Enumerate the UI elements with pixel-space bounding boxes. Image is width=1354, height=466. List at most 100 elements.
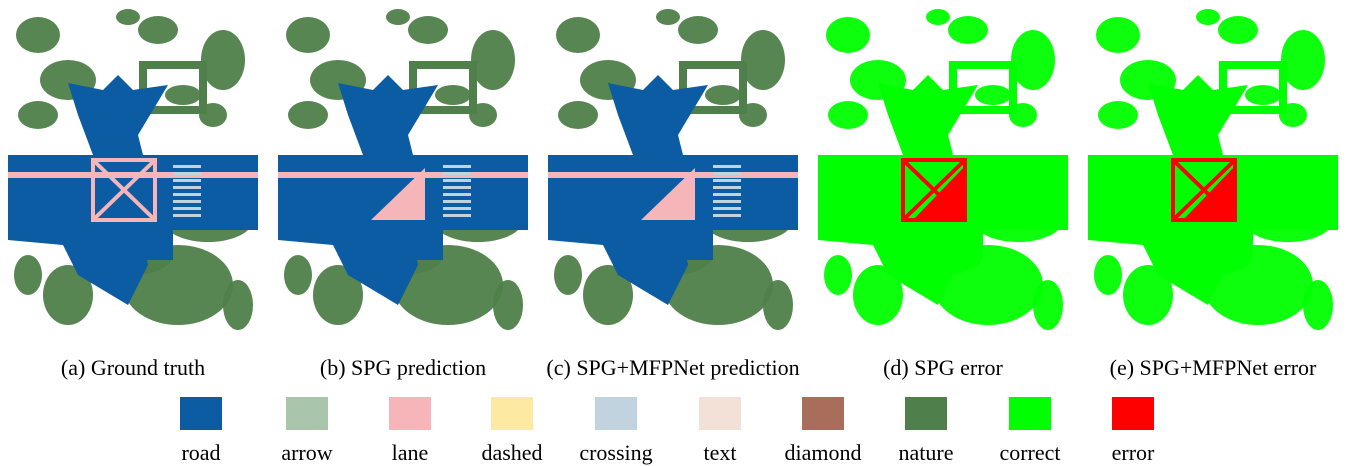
legend-swatch bbox=[905, 397, 947, 430]
crossing-stripe bbox=[443, 186, 471, 189]
crossing-stripe bbox=[1253, 214, 1281, 217]
lane-line bbox=[548, 172, 798, 178]
crossing-stripe bbox=[173, 165, 201, 168]
legend-label: error bbox=[1112, 440, 1155, 465]
crossing-stripe bbox=[173, 207, 201, 210]
crossing-stripe bbox=[173, 214, 201, 217]
panel-caption: (e) SPG+MFPNet error bbox=[1110, 355, 1317, 380]
crossing-stripe bbox=[173, 172, 201, 175]
panel-caption: (d) SPG error bbox=[883, 355, 1003, 380]
crossing-stripe bbox=[1253, 172, 1281, 175]
panel-image bbox=[1088, 9, 1338, 330]
legend-label: nature bbox=[899, 440, 954, 465]
road-region bbox=[1198, 230, 1253, 260]
legend-swatch bbox=[491, 397, 533, 430]
nature-region bbox=[1303, 280, 1333, 330]
crossing-stripe bbox=[1253, 179, 1281, 182]
nature-region bbox=[1218, 16, 1258, 44]
crossing-stripe bbox=[983, 200, 1011, 203]
nature-region bbox=[1033, 280, 1063, 330]
lane-line bbox=[818, 172, 1068, 178]
panel-caption: (a) Ground truth bbox=[61, 355, 205, 380]
nature-region bbox=[18, 101, 58, 129]
legend-label: text bbox=[704, 440, 737, 465]
crossing-stripe bbox=[443, 207, 471, 210]
road-region bbox=[928, 230, 983, 260]
nature-region bbox=[223, 280, 253, 330]
crossing-stripe bbox=[713, 165, 741, 168]
nature-region bbox=[554, 255, 582, 295]
crossing-stripe bbox=[1253, 193, 1281, 196]
crossing-stripe bbox=[1253, 186, 1281, 189]
nature-region bbox=[975, 85, 1011, 105]
nature-region bbox=[138, 16, 178, 44]
legend-label: crossing bbox=[579, 440, 652, 465]
nature-region bbox=[116, 9, 140, 25]
crossing-stripe bbox=[173, 200, 201, 203]
lane-line bbox=[278, 172, 528, 178]
legend-label: lane bbox=[392, 440, 429, 465]
crossing-stripe bbox=[983, 179, 1011, 182]
crossing-stripe bbox=[1253, 165, 1281, 168]
nature-region bbox=[471, 30, 515, 90]
nature-region bbox=[828, 101, 868, 129]
legend-label: diamond bbox=[785, 440, 862, 465]
nature-region bbox=[1098, 101, 1138, 129]
crossing-stripe bbox=[983, 193, 1011, 196]
figure: (a) Ground truth (b) SPG prediction (c) SP… bbox=[0, 0, 1354, 466]
crossing-stripe bbox=[713, 186, 741, 189]
nature-region bbox=[435, 85, 471, 105]
crossing-stripe bbox=[983, 214, 1011, 217]
legend-swatch bbox=[180, 397, 222, 430]
road-region bbox=[388, 230, 443, 260]
crossing-stripe bbox=[173, 186, 201, 189]
panel-caption: (b) SPG prediction bbox=[320, 355, 486, 380]
crossing-stripe bbox=[1253, 207, 1281, 210]
legend-label: correct bbox=[999, 440, 1060, 465]
legend-swatch bbox=[1009, 397, 1051, 430]
nature-region bbox=[1096, 17, 1140, 53]
nature-region bbox=[284, 255, 312, 295]
legend-swatch bbox=[286, 397, 328, 430]
nature-region bbox=[678, 16, 718, 44]
nature-region bbox=[926, 9, 950, 25]
crossing-stripe bbox=[1253, 200, 1281, 203]
nature-region bbox=[656, 9, 680, 25]
nature-region bbox=[826, 17, 870, 53]
nature-region bbox=[824, 255, 852, 295]
nature-region bbox=[558, 101, 598, 129]
crossing-stripe bbox=[713, 214, 741, 217]
nature-region bbox=[1011, 30, 1055, 90]
nature-region bbox=[1245, 85, 1281, 105]
crossing-stripe bbox=[443, 165, 471, 168]
nature-region bbox=[408, 16, 448, 44]
legend-swatch bbox=[595, 397, 637, 430]
crossing-stripe bbox=[983, 207, 1011, 210]
crossing-stripe bbox=[713, 200, 741, 203]
crossing-stripe bbox=[713, 193, 741, 196]
panel-image bbox=[818, 9, 1068, 330]
nature-region bbox=[705, 85, 741, 105]
lane-line bbox=[1088, 172, 1338, 178]
road-region bbox=[118, 230, 173, 260]
legend-swatch bbox=[389, 397, 431, 430]
nature-region bbox=[1094, 255, 1122, 295]
nature-region bbox=[201, 30, 245, 90]
panel-image bbox=[8, 9, 258, 330]
legend-swatch bbox=[1112, 397, 1154, 430]
nature-region bbox=[948, 16, 988, 44]
crossing-stripe bbox=[713, 179, 741, 182]
nature-region bbox=[288, 101, 328, 129]
nature-region bbox=[16, 17, 60, 53]
nature-region bbox=[1196, 9, 1220, 25]
panel-image bbox=[278, 9, 528, 330]
nature-region bbox=[14, 255, 42, 295]
crossing-stripe bbox=[983, 165, 1011, 168]
nature-region bbox=[763, 280, 793, 330]
crossing-stripe bbox=[443, 200, 471, 203]
crossing-stripe bbox=[443, 172, 471, 175]
panel-caption: (c) SPG+MFPNet prediction bbox=[546, 355, 799, 380]
nature-region bbox=[1281, 30, 1325, 90]
legend-swatch bbox=[699, 397, 741, 430]
nature-region bbox=[556, 17, 600, 53]
